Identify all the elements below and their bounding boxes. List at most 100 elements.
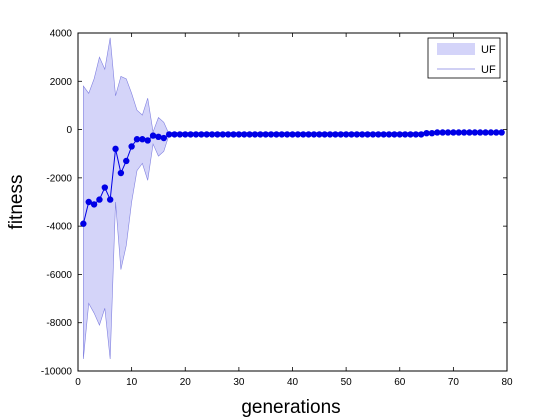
y-tick-label: 2000 (50, 77, 73, 88)
x-axis-ticks: 0 10 20 30 40 50 60 70 80 (75, 33, 513, 388)
data-point (337, 131, 344, 138)
data-point (187, 131, 194, 138)
data-point (241, 131, 248, 138)
x-tick-label: 40 (287, 377, 299, 388)
data-point (407, 131, 414, 138)
data-point (439, 129, 446, 136)
data-point (133, 136, 141, 143)
data-point (369, 131, 377, 138)
data-point (230, 131, 237, 138)
data-point (444, 129, 452, 136)
data-point (144, 137, 151, 144)
data-point (455, 129, 462, 136)
data-point (348, 131, 355, 138)
data-point (380, 131, 387, 138)
data-point (273, 131, 280, 138)
axes-frame (77, 32, 508, 372)
x-tick-label: 30 (233, 377, 245, 388)
data-point (466, 129, 473, 136)
y-tick-label: -4000 (46, 222, 72, 233)
data-point (182, 131, 189, 138)
confidence-band (83, 37, 502, 359)
y-tick-label: 0 (66, 125, 72, 136)
data-point (310, 131, 318, 138)
legend-line-label: UF (481, 64, 496, 76)
data-point (96, 196, 103, 203)
y-tick-label: -6000 (46, 270, 72, 281)
x-axis-label: generations (241, 397, 340, 418)
data-point (117, 169, 125, 177)
data-point (460, 129, 468, 136)
data-point (90, 201, 98, 208)
y-tick-label: -10000 (41, 367, 73, 378)
data-point (385, 131, 393, 138)
data-point (203, 131, 210, 138)
data-point (428, 129, 436, 137)
data-point (450, 129, 457, 136)
legend: UF UF (427, 37, 501, 79)
data-point (219, 131, 226, 138)
data-point (208, 131, 216, 138)
data-point (176, 131, 184, 138)
data-point (283, 131, 291, 138)
x-tick-label: 50 (341, 377, 353, 388)
series-markers (80, 129, 505, 227)
data-point (128, 143, 135, 150)
data-point (106, 196, 114, 203)
y-tick-label: -8000 (46, 318, 72, 329)
data-point (300, 131, 307, 138)
data-point (418, 131, 425, 138)
data-point (80, 220, 87, 227)
data-point (401, 131, 409, 138)
data-point (482, 129, 489, 136)
data-point (353, 131, 361, 138)
x-tick-label: 70 (448, 377, 460, 388)
data-point (155, 133, 162, 141)
data-point (123, 157, 130, 165)
x-tick-label: 0 (75, 377, 81, 388)
data-point (278, 131, 285, 138)
data-point (487, 129, 495, 136)
data-point (198, 131, 205, 138)
data-point (375, 131, 382, 138)
data-point (471, 129, 479, 136)
data-point (289, 131, 296, 138)
data-point (246, 131, 253, 138)
data-point (165, 131, 173, 138)
legend-band-swatch (437, 43, 475, 55)
data-point (391, 131, 398, 138)
data-point (224, 131, 232, 138)
data-point (412, 131, 420, 138)
x-tick-label: 80 (501, 377, 513, 388)
x-tick-label: 60 (394, 377, 406, 388)
data-point (149, 132, 157, 139)
data-point (332, 131, 339, 138)
data-point (476, 129, 484, 136)
data-point (251, 131, 259, 138)
data-point (160, 134, 167, 142)
data-point (493, 129, 500, 136)
data-point (316, 131, 323, 138)
data-point (359, 131, 366, 138)
x-tick-label: 10 (126, 377, 138, 388)
data-point (257, 131, 264, 138)
plot-area (80, 37, 505, 359)
y-axis-label: fitness (6, 175, 27, 230)
data-point (192, 131, 200, 138)
x-tick-label: 20 (180, 377, 192, 388)
data-point (171, 131, 178, 138)
y-tick-label: 4000 (50, 29, 73, 40)
data-point (364, 131, 371, 138)
data-point (214, 131, 221, 138)
data-point (294, 131, 302, 138)
data-point (423, 129, 430, 137)
y-axis-ticks: -10000 -8000 -6000 -4000 -2000 0 2000 4000 (41, 29, 507, 378)
data-point (267, 131, 275, 138)
legend-band-label: UF (481, 44, 496, 56)
data-point (498, 129, 505, 136)
data-point (101, 184, 109, 191)
data-point (342, 131, 350, 138)
data-point (235, 131, 243, 138)
data-point (85, 198, 92, 206)
